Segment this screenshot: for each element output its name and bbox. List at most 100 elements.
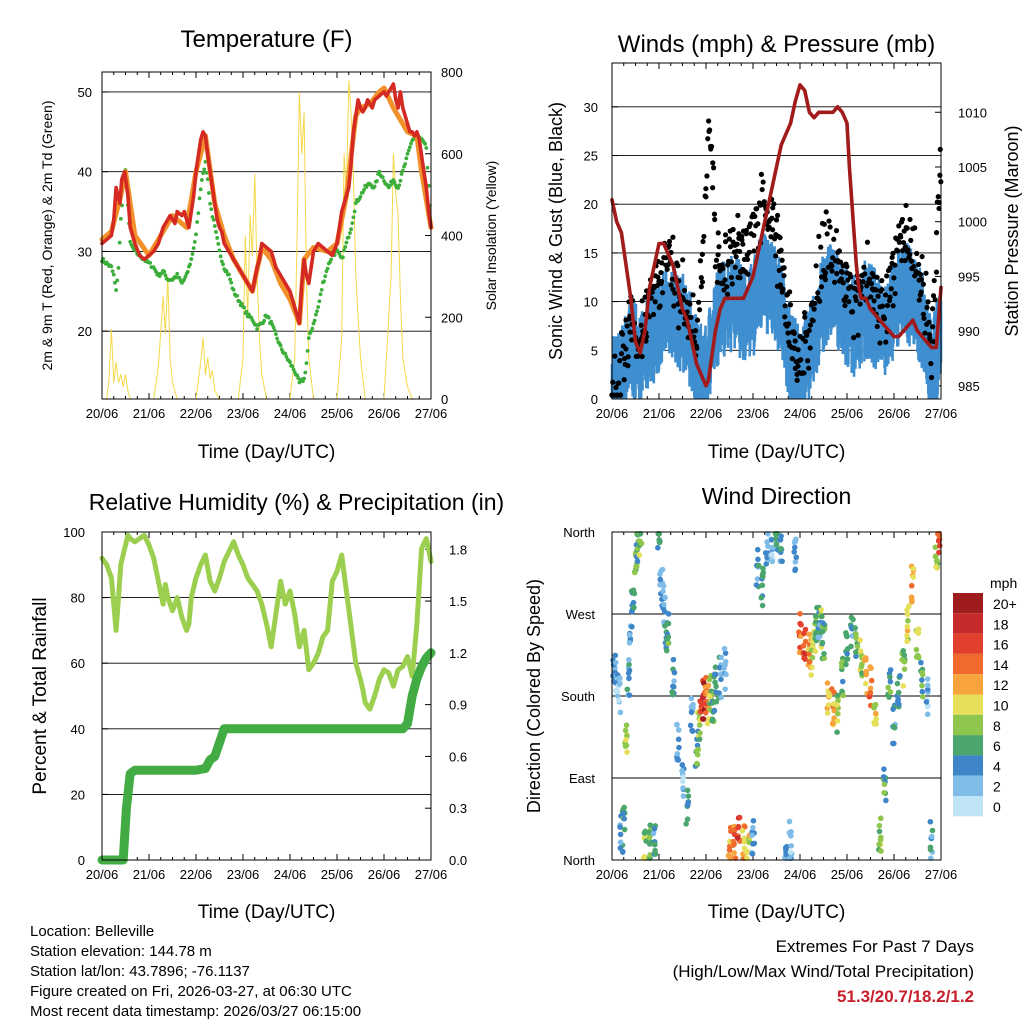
gust-point — [771, 201, 777, 207]
extremes-box: Extremes For Past 7 Days (High/Low/Max W… — [673, 934, 974, 1009]
gust-point — [877, 340, 883, 346]
gust-point — [789, 356, 795, 362]
direction-point — [765, 543, 771, 549]
direction-point — [699, 695, 706, 701]
location-text: Location: Belleville — [30, 923, 155, 940]
dewpoint-point — [303, 370, 308, 375]
direction-point — [657, 576, 664, 583]
direction-point — [700, 716, 707, 722]
gust-point — [801, 370, 807, 376]
direction-point — [885, 684, 891, 691]
x-tick-label: 21/06 — [643, 867, 676, 882]
direction-point — [786, 830, 793, 836]
direction-point — [675, 736, 682, 743]
direction-point — [652, 851, 659, 857]
gust-point — [815, 290, 821, 296]
direction-point — [913, 646, 920, 653]
gust-point — [690, 292, 696, 298]
gust-point — [670, 234, 676, 240]
direction-point — [897, 673, 903, 679]
gust-point — [833, 228, 840, 234]
series-station-pressure — [610, 83, 943, 388]
colorbar-swatch — [953, 755, 983, 776]
dewpoint-point — [221, 262, 225, 267]
dewpoint-point — [283, 351, 288, 356]
dewpoint-point — [198, 187, 203, 192]
direction-point — [623, 722, 630, 729]
direction-point — [904, 638, 910, 645]
colorbar-swatch — [953, 694, 983, 715]
gust-point — [849, 309, 856, 315]
direction-point — [671, 669, 678, 676]
dewpoint-point — [351, 215, 356, 220]
dewpoint-point — [235, 293, 240, 298]
direction-point — [754, 576, 761, 582]
direction-point — [802, 638, 809, 645]
direction-point — [867, 685, 874, 692]
dewpoint-point — [111, 272, 116, 277]
gust-point — [831, 279, 838, 285]
gust-point — [747, 221, 753, 227]
dewpoint-point — [323, 274, 328, 279]
dewpoint-point — [288, 360, 292, 365]
dewpoint-point — [162, 269, 167, 274]
direction-point — [623, 736, 629, 743]
dewpoint-point — [313, 312, 318, 317]
direction-point — [760, 573, 766, 580]
gust-point — [902, 257, 908, 264]
dewpoint-point — [190, 252, 195, 256]
x-tick-label: 23/06 — [227, 867, 260, 882]
dewpoint-point — [350, 221, 355, 226]
direction-point — [881, 766, 887, 772]
direction-point — [854, 643, 861, 650]
direction-point — [936, 543, 943, 549]
gust-point — [801, 310, 808, 316]
gust-point — [881, 316, 888, 322]
colorbar-swatch — [953, 714, 983, 736]
gust-point — [616, 380, 622, 386]
direction-point — [634, 558, 641, 565]
gust-point — [785, 330, 791, 336]
direction-point — [924, 676, 931, 682]
direction-point — [626, 667, 633, 674]
colorbar-label: 8 — [993, 718, 1001, 734]
direction-point — [716, 664, 723, 671]
temperature-panel: 20/06 21/06 22/06 23/06 24/06 25/06 26/06 27/06… — [39, 26, 499, 463]
gust-point — [879, 287, 885, 293]
x-tick-label: 24/06 — [274, 406, 307, 421]
series-relative-humidity — [99, 532, 434, 712]
dewpoint-point — [275, 336, 279, 341]
dewpoint-point — [216, 241, 221, 246]
gust-point — [818, 244, 824, 250]
y-tick-label: 30 — [78, 244, 92, 259]
direction-point — [820, 620, 826, 626]
colorbar-title: mph — [990, 575, 1017, 591]
direction-point — [820, 628, 826, 635]
gust-point — [782, 314, 788, 320]
y-tick-label: 20 — [71, 787, 85, 802]
gust-point — [827, 224, 833, 230]
dewpoint-point — [218, 254, 223, 259]
gust-point — [693, 343, 700, 349]
gust-point — [687, 301, 693, 307]
y-tick-label: 20 — [584, 197, 598, 212]
direction-point — [749, 832, 755, 839]
direction-point — [791, 544, 798, 551]
direction-point — [617, 845, 624, 851]
gust-point — [933, 269, 940, 275]
gust-point — [621, 377, 627, 383]
dewpoint-point — [189, 257, 194, 261]
direction-point — [646, 829, 653, 836]
direction-point — [612, 652, 619, 659]
dewpoint-point — [212, 224, 217, 228]
gust-point — [681, 321, 688, 327]
gust-point — [650, 311, 657, 318]
plot-frame — [611, 531, 942, 861]
direction-point — [924, 703, 931, 710]
dewpoint-point — [217, 248, 222, 253]
y-tick-label-right: 1000 — [958, 215, 987, 230]
dewpoint-point — [209, 207, 214, 212]
direction-point — [872, 701, 879, 708]
direction-point — [808, 672, 815, 678]
gust-point — [785, 321, 792, 327]
